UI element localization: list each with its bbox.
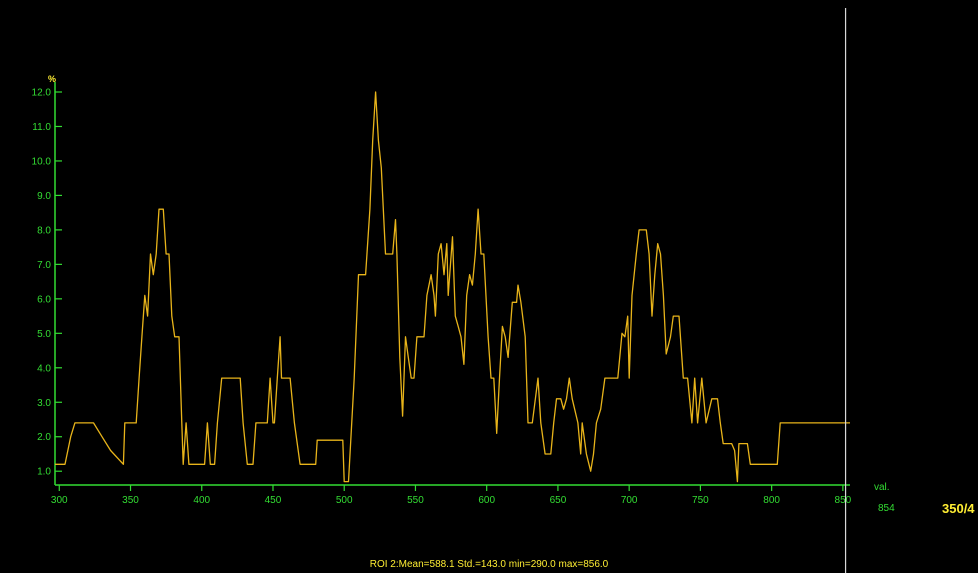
y-tick-label: 1.0 [37,467,51,478]
y-tick-label: 4.0 [37,363,51,374]
x-tick-label: 550 [407,495,424,506]
y-tick-label: 8.0 [37,225,51,236]
series-layer [55,91,850,483]
y-axis-unit-label: % [48,74,56,84]
chart-axes: % [48,74,850,486]
x-tick-label: 750 [692,495,709,506]
x-tick-label: 800 [763,495,780,506]
chart-ticks: 300 350 400 450 500 550 600 650 700 750 800 850 1.0 2… [32,88,852,507]
y-tick-label: 9.0 [37,191,51,202]
histogram-series-line [55,91,850,483]
y-tick-label: 6.0 [37,294,51,305]
roi-statistics-text: ROI 2:Mean=588.1 Std.=143.0 min=290.0 ma… [369,559,609,570]
y-tick-label: 3.0 [37,398,51,409]
cursor-value-readout: 854 [878,503,895,514]
y-tick-label: 5.0 [37,329,51,340]
x-tick-label: 500 [336,495,353,506]
y-tick-label: 12.0 [32,88,52,99]
window-level-readout: 350/4 [942,501,975,516]
y-tick-label: 11.0 [32,122,51,133]
x-tick-label: 400 [193,495,210,506]
y-tick-label: 7.0 [37,260,51,271]
y-tick-label: 2.0 [37,432,51,443]
x-tick-label: 350 [122,495,139,506]
value-caption: val. [874,482,890,493]
x-tick-label: 450 [265,495,282,506]
x-tick-label: 650 [550,495,567,506]
y-tick-label: 10.0 [32,156,52,167]
x-tick-label: 600 [478,495,495,506]
x-tick-label: 850 [835,495,852,506]
x-tick-label: 700 [621,495,638,506]
x-tick-label: 300 [51,495,68,506]
